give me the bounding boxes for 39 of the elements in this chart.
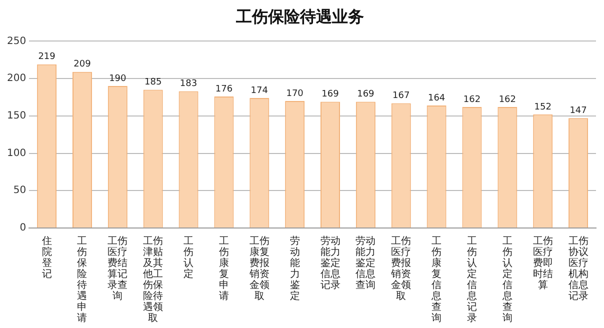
x-tick-label: 工伤医疗费结算记录查询 <box>108 236 128 302</box>
x-tick-label: 工伤认定 <box>184 236 194 280</box>
x-tick-label: 劳动能力鉴定 <box>290 236 300 302</box>
y-tick-label: 250 <box>6 36 26 47</box>
y-tick-label: 50 <box>13 185 26 196</box>
x-tick-label: 工伤康复费报销资金领取 <box>249 236 270 302</box>
y-tick-label: 150 <box>6 110 26 122</box>
data-label: 169 <box>322 90 340 100</box>
data-label: 190 <box>109 74 127 84</box>
x-tick-label: 工伤津贴及其他工伤保险待遇领取 <box>143 236 164 324</box>
x-tick-label: 工伤医疗费即时结算 <box>532 236 553 291</box>
data-label: 185 <box>144 78 162 88</box>
y-tick-label: 0 <box>20 222 26 234</box>
x-tick-label: 工伤医疗费报销资金领取 <box>391 236 412 302</box>
y-tick-label: 100 <box>6 148 26 159</box>
x-tick-label: 工伤保险待遇申请 <box>77 236 88 324</box>
data-label: 147 <box>570 106 587 116</box>
x-tick-label: 工伤认定信息查询 <box>502 236 512 324</box>
data-label: 162 <box>498 94 516 105</box>
x-tick-label: 工伤协议医疗机构信息记录 <box>568 236 588 302</box>
data-label: 183 <box>180 79 198 90</box>
x-tick-label: 劳动能力鉴定信息查询 <box>356 236 376 291</box>
x-tick-label: 工伤认定信息记录 <box>466 236 477 324</box>
data-label: 219 <box>38 52 56 62</box>
data-label: 174 <box>250 86 268 96</box>
x-tick-label: 工伤康复申请 <box>218 236 229 302</box>
data-label: 169 <box>357 90 375 100</box>
data-label: 152 <box>534 102 552 112</box>
chart-title: 工伤保险待遇业务 <box>235 6 364 26</box>
data-label: 209 <box>74 60 92 70</box>
x-tick-label: 住院登记 <box>42 236 52 280</box>
data-label: 164 <box>428 93 446 104</box>
data-label: 162 <box>463 94 481 105</box>
data-label: 167 <box>392 91 410 102</box>
data-label: 176 <box>215 84 233 94</box>
x-tick-label: 工伤康复信息查询 <box>432 236 442 324</box>
data-label: 170 <box>286 88 304 99</box>
x-tick-label: 劳动能力鉴定信息记录 <box>320 236 340 291</box>
y-tick-label: 200 <box>6 73 26 84</box>
